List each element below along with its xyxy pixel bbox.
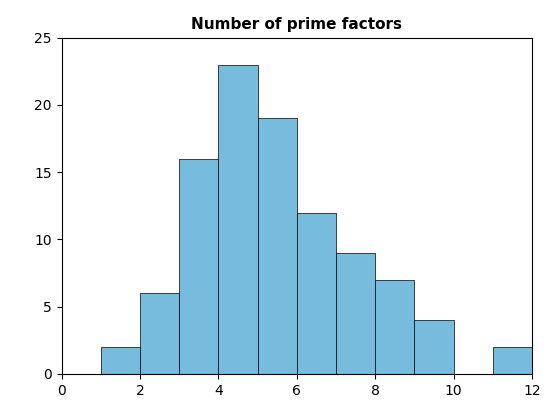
Bar xyxy=(493,347,532,374)
Bar xyxy=(375,280,414,374)
Bar xyxy=(101,347,140,374)
Title: Number of prime factors: Number of prime factors xyxy=(192,18,402,32)
Bar xyxy=(258,118,297,374)
Bar xyxy=(297,213,336,374)
Bar xyxy=(179,159,218,374)
Bar xyxy=(218,65,258,374)
Bar xyxy=(414,320,454,374)
Bar xyxy=(336,253,375,374)
Bar xyxy=(140,293,179,374)
